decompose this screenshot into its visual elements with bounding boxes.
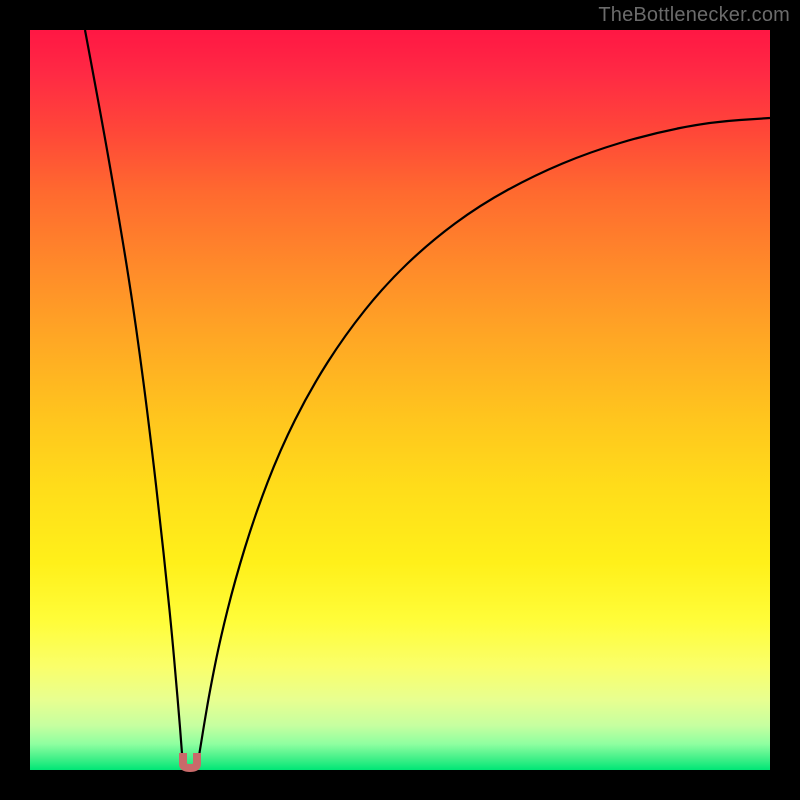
right-branch [198, 118, 770, 762]
chart-frame: TheBottlenecker.com [0, 0, 800, 800]
left-branch [85, 30, 183, 762]
bottleneck-curve [30, 30, 770, 770]
watermark-text: TheBottlenecker.com [598, 4, 790, 27]
plot-area [30, 30, 770, 770]
